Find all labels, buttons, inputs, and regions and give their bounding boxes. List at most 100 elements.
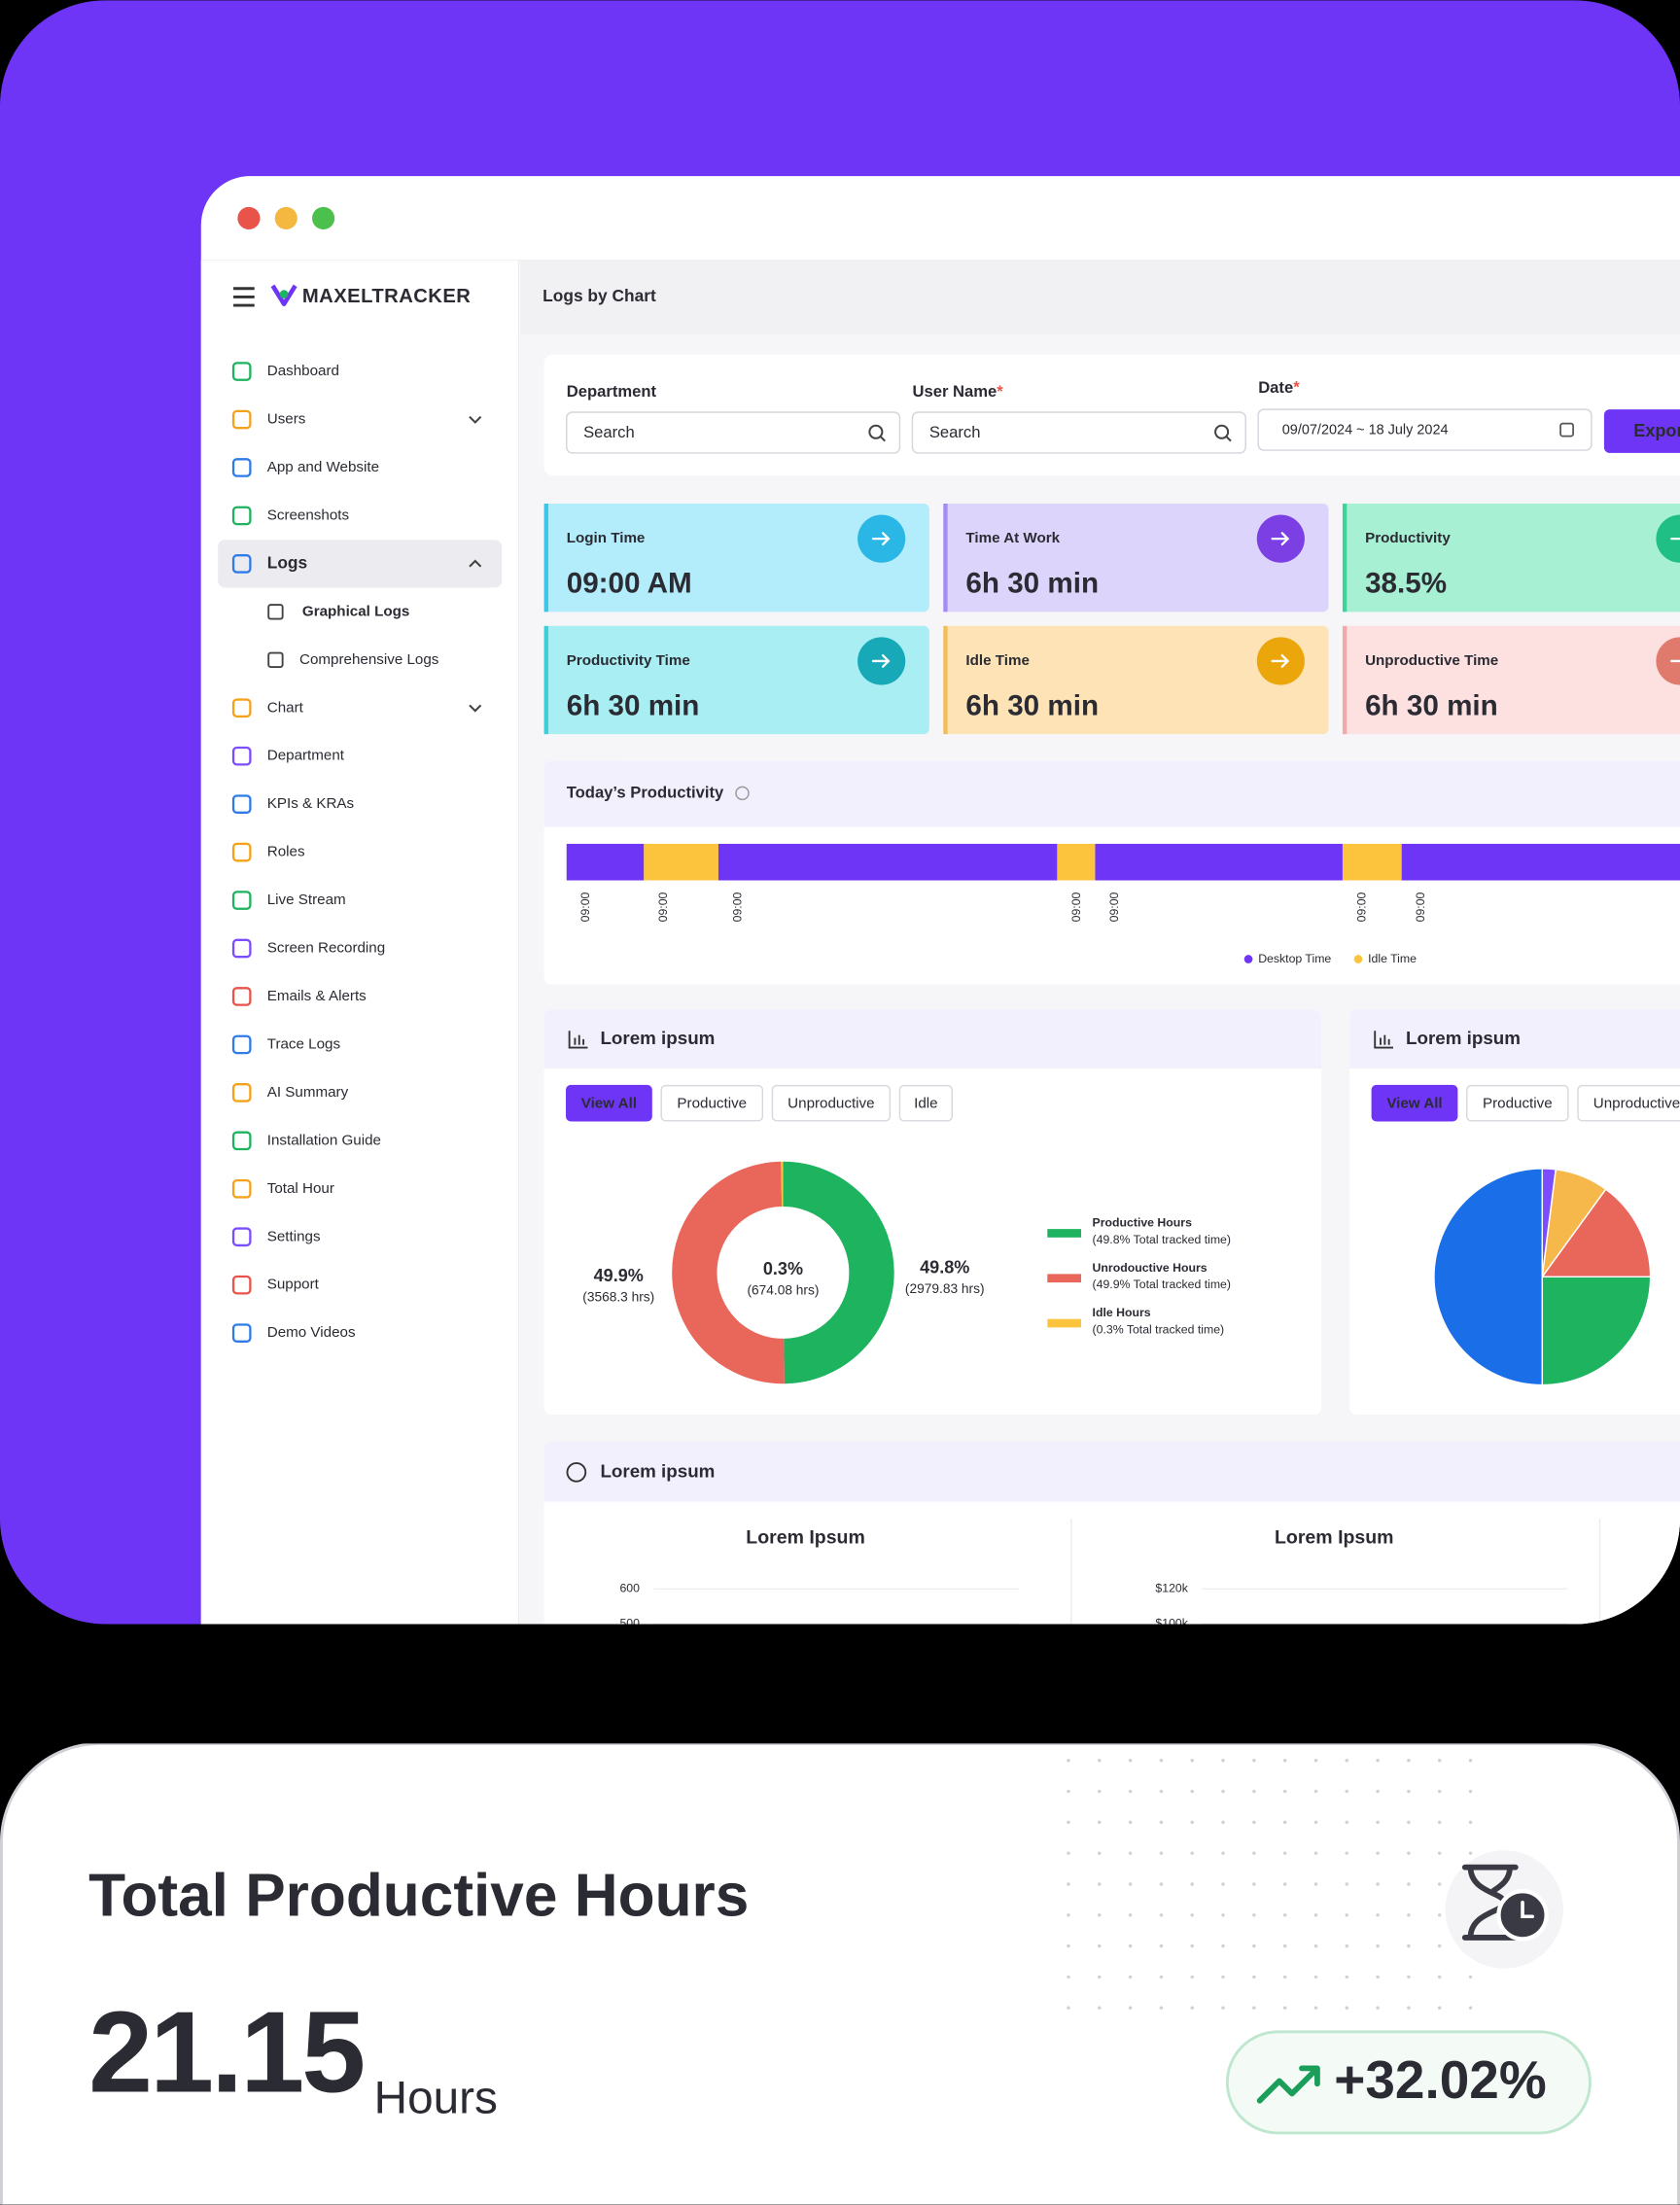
decor-dot xyxy=(1468,1789,1473,1794)
decor-dot xyxy=(1313,1789,1318,1794)
menu-item[interactable]: KPIs & KRAs xyxy=(267,795,355,812)
menu-item[interactable]: AI Summary xyxy=(267,1084,349,1101)
legend-swatch xyxy=(1047,1274,1081,1283)
window-control[interactable] xyxy=(274,206,298,230)
input-box[interactable] xyxy=(911,411,1246,454)
donut-segment xyxy=(672,1161,786,1384)
menu-item[interactable]: App and Website xyxy=(267,459,379,475)
decor-dot xyxy=(1437,1851,1442,1855)
filter-tab[interactable] xyxy=(771,1084,892,1122)
decor-dot xyxy=(1190,1789,1194,1794)
menu-item[interactable]: Logs xyxy=(267,552,307,572)
menu-item[interactable]: Emails & Alerts xyxy=(267,988,367,1004)
timeline-segment xyxy=(644,843,718,881)
menu-item[interactable]: Users xyxy=(267,411,306,428)
menu-chevron[interactable] xyxy=(469,559,482,568)
donut-segment xyxy=(782,1161,894,1384)
decor-dot xyxy=(1190,1759,1194,1763)
submenu-item[interactable]: Graphical Logs xyxy=(302,603,409,619)
menu-item[interactable]: Screenshots xyxy=(267,507,350,523)
filter-tab[interactable] xyxy=(1371,1084,1458,1122)
decor-dot xyxy=(1128,1759,1133,1763)
submenu-icon xyxy=(267,604,284,620)
menu-item[interactable]: Chart xyxy=(267,699,304,716)
input-placeholder: Search xyxy=(583,423,635,441)
decor-dot xyxy=(1407,1882,1411,1886)
productivity-header xyxy=(543,760,1680,827)
menu-item[interactable]: Live Stream xyxy=(267,892,346,908)
decor-dot xyxy=(1407,1975,1411,1979)
menu-item[interactable]: Support xyxy=(267,1277,320,1293)
window-control[interactable] xyxy=(237,206,261,230)
required-mark: * xyxy=(997,382,1003,401)
decor-dot xyxy=(1437,1820,1442,1825)
timeline-label: 09:00 xyxy=(578,892,592,922)
decor-dot xyxy=(1252,1759,1256,1763)
stat-card-accent xyxy=(943,625,948,735)
filter-tab[interactable] xyxy=(566,1084,652,1122)
pie-slice xyxy=(1433,1168,1544,1386)
productivity-title: Today’s Productivity xyxy=(567,783,724,801)
decor-dot xyxy=(1098,1882,1102,1886)
menu-item[interactable]: Dashboard xyxy=(267,363,339,379)
y-tick-label: 600 xyxy=(619,1582,640,1595)
decor-dot xyxy=(1252,2006,1256,2010)
menu-item[interactable]: Trace Logs xyxy=(267,1035,341,1052)
menu-icon xyxy=(231,987,252,1006)
kpi-clock-hands xyxy=(1521,1900,1534,1919)
menu-icon xyxy=(231,794,252,814)
menu-item[interactable]: Total Hour xyxy=(267,1180,334,1197)
menu-icon xyxy=(231,891,252,910)
menu-chevron[interactable] xyxy=(469,415,482,424)
legend-swatch xyxy=(1047,1318,1081,1328)
submenu-item[interactable]: Comprehensive Logs xyxy=(299,651,439,668)
menu-chevron[interactable] xyxy=(469,704,482,713)
menu-item[interactable]: Roles xyxy=(267,844,305,860)
filter-tab-label: Idle xyxy=(914,1095,937,1111)
decor-dot xyxy=(1159,1759,1164,1763)
decor-dot xyxy=(1098,1851,1102,1855)
menu-item[interactable]: Settings xyxy=(267,1228,321,1244)
stat-icon xyxy=(1656,637,1680,685)
bottom-section-header xyxy=(543,1441,1680,1502)
kpi-card xyxy=(0,1743,1680,2205)
decor-dot xyxy=(1282,2006,1287,2010)
menu-icon xyxy=(231,698,252,718)
donut-value-label: 0.3% xyxy=(763,1259,803,1278)
donut-hours-label: (2979.83 hrs) xyxy=(905,1281,985,1296)
decor-dot xyxy=(1376,1913,1380,1917)
decor-dot xyxy=(1376,2006,1380,2010)
timeline-segment xyxy=(1342,843,1402,881)
decor-dot xyxy=(1437,1759,1442,1763)
menu-icon xyxy=(231,842,252,862)
input-box[interactable] xyxy=(566,411,901,454)
menu-item[interactable]: Installation Guide xyxy=(267,1132,381,1148)
decor-dot xyxy=(1282,1975,1287,1979)
menu-item[interactable]: Screen Recording xyxy=(267,940,385,957)
filter-tab-label: View All xyxy=(581,1095,637,1111)
menu-icon xyxy=(231,458,252,477)
filter-tab[interactable] xyxy=(1466,1084,1569,1122)
decor-dot xyxy=(1376,1789,1380,1794)
decor-dot xyxy=(1282,1943,1287,1948)
filter-tab[interactable] xyxy=(1577,1084,1680,1122)
menu-item[interactable]: Department xyxy=(267,748,345,764)
menu-item[interactable]: Demo Videos xyxy=(267,1324,356,1341)
stat-card xyxy=(543,625,929,735)
stat-value: 38.5% xyxy=(1365,568,1447,600)
export-button[interactable] xyxy=(1603,409,1680,453)
decor-dot xyxy=(1098,1943,1102,1948)
decor-dot xyxy=(1128,1789,1133,1794)
help-icon[interactable] xyxy=(735,786,750,801)
stat-icon xyxy=(1656,514,1680,563)
window-control[interactable] xyxy=(312,206,335,230)
legend-note: (49.8% Total tracked time) xyxy=(1093,1233,1231,1246)
decor-dot xyxy=(1376,1820,1380,1825)
filter-tab[interactable] xyxy=(898,1084,953,1122)
input-box[interactable] xyxy=(1257,408,1592,451)
decor-dot xyxy=(1345,1882,1349,1886)
decor-dot xyxy=(1190,1820,1194,1825)
stat-value: 09:00 AM xyxy=(567,568,692,600)
filter-tab[interactable] xyxy=(660,1084,764,1122)
